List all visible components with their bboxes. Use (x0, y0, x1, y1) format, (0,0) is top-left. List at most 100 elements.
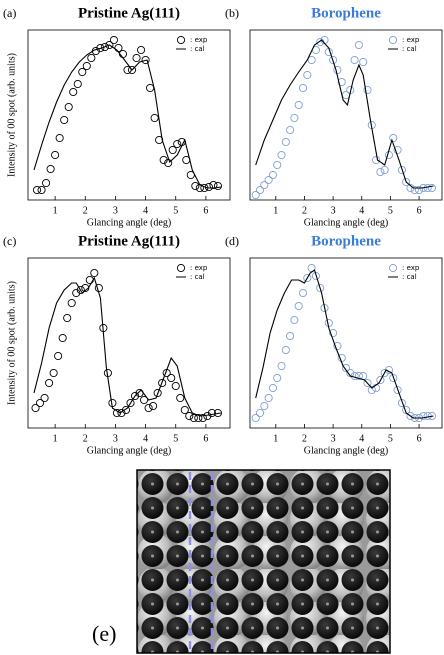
exp-point (132, 53, 141, 63)
exp-point (311, 271, 320, 281)
exp-point (64, 102, 73, 112)
exp-point (354, 40, 363, 50)
exp-point (303, 70, 312, 80)
exp-point (337, 77, 346, 87)
exp-point (363, 85, 372, 95)
exp-point (194, 413, 203, 423)
exp-point (164, 158, 173, 168)
exp-point (397, 165, 406, 175)
x-tick-label: 3 (113, 205, 118, 216)
exp-point (159, 155, 168, 165)
exp-point (32, 185, 42, 195)
exp-point (141, 55, 150, 65)
x-tick-label: 1 (53, 205, 58, 216)
exp-point (251, 190, 260, 200)
exp-point (78, 67, 87, 77)
x-tick-label: 6 (203, 433, 208, 444)
x-axis-label: Glancing angle (deg) (87, 445, 171, 456)
x-tick-label: 1 (273, 433, 278, 444)
exp-point (359, 57, 368, 67)
exp-point (367, 385, 376, 395)
exp-point (158, 378, 167, 388)
exp-point (31, 403, 40, 413)
exp-point (55, 133, 64, 143)
exp-point (185, 411, 194, 421)
x-tick-label: 6 (417, 433, 422, 444)
legend-label: : cal (190, 273, 205, 281)
exp-point (49, 368, 58, 378)
plot-frame (249, 257, 443, 429)
x-axis-label: Glancing angle (deg) (304, 445, 388, 456)
exp-point (173, 139, 182, 149)
exp-point (298, 288, 308, 298)
x-tick-label: 2 (302, 433, 307, 444)
x-axis-label: Glancing angle (deg) (87, 217, 171, 228)
x-tick-label: 5 (173, 205, 178, 216)
exp-point (281, 137, 290, 147)
cal-line (255, 39, 434, 189)
legend-label: : cal (402, 45, 417, 53)
x-tick-label: 5 (388, 205, 393, 216)
legend-label: : exp (402, 36, 420, 44)
chart: (c) Pristine Ag(111) 1 2 3 4 5 6 Glancing angle … (3, 233, 231, 456)
exp-point (82, 61, 91, 71)
exp-point (264, 393, 273, 403)
exp-point (90, 268, 99, 278)
exp-point (389, 133, 398, 143)
exp-point (130, 391, 140, 401)
panel-label: (d) (225, 234, 239, 248)
x-tick-label: 5 (388, 433, 393, 444)
exp-point (294, 301, 303, 311)
exp-point (58, 333, 67, 343)
exp-point (189, 413, 198, 423)
x-tick-label: 2 (83, 205, 88, 216)
exp-point (117, 408, 126, 418)
exp-point (69, 87, 78, 97)
exp-point (51, 150, 60, 160)
x-tick-label: 3 (113, 433, 118, 444)
exp-point (180, 405, 189, 415)
x-tick-label: 6 (203, 205, 208, 216)
exp-point (85, 275, 94, 285)
exp-point (46, 164, 55, 174)
exp-point (341, 363, 351, 373)
exp-point (121, 405, 131, 415)
exp-point (146, 83, 155, 93)
chart: (d) Borophene 1 2 3 4 5 6 Glancing angle (deg): … (225, 233, 443, 456)
x-tick-label: 3 (331, 205, 336, 216)
exp-point (100, 42, 109, 52)
panel-label: (b) (225, 6, 239, 20)
chart-title: Pristine Ag(111) (78, 5, 180, 21)
exp-point (63, 313, 72, 323)
exp-point (303, 273, 312, 283)
exp-point (96, 43, 105, 53)
exp-point (415, 185, 424, 195)
exp-point (273, 160, 282, 170)
x-tick-label: 1 (273, 205, 278, 216)
exp-point (153, 388, 162, 398)
exp-point (251, 413, 260, 423)
exp-point (393, 145, 402, 155)
exp-point (281, 345, 290, 355)
legend-label: : exp (190, 264, 208, 272)
x-tick-label: 3 (331, 433, 336, 444)
exp-point (123, 65, 132, 75)
exp-point (402, 177, 411, 187)
borophene-lattice (137, 470, 390, 653)
y-axis-label: Intensity of 00 spot (arb. units) (6, 53, 17, 177)
cal-line (255, 269, 434, 419)
x-tick-label: 2 (302, 205, 307, 216)
chart-title: Pristine Ag(111) (78, 233, 180, 249)
exp-point (277, 150, 286, 160)
exp-point (389, 373, 398, 383)
x-tick-label: 4 (143, 205, 148, 216)
chart: (a) Pristine Ag(111) 1 2 3 4 5 6 Glancing angle … (3, 5, 231, 228)
exp-point (140, 395, 149, 405)
exp-point (198, 413, 207, 423)
exp-point (213, 408, 222, 418)
exp-point (127, 65, 137, 75)
exp-point (384, 365, 394, 375)
panel-label: (e) (92, 621, 116, 646)
exp-point (380, 368, 389, 378)
exp-point (37, 185, 46, 195)
